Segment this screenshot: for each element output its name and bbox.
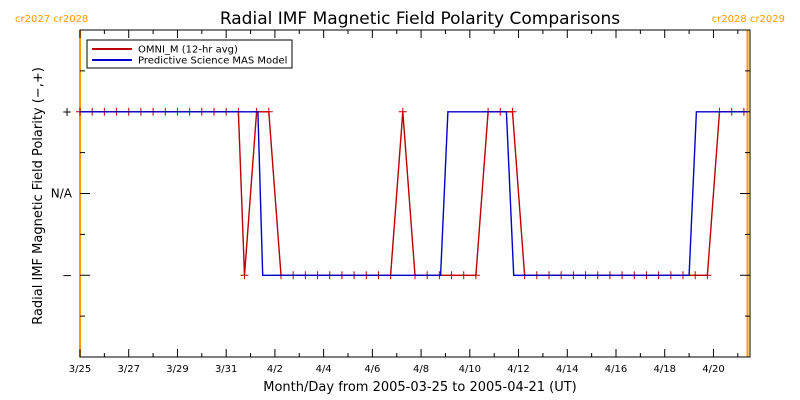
x-tick-label: 4/18 bbox=[653, 364, 675, 375]
legend-entry-label: OMNI_M (12-hr avg) bbox=[138, 45, 238, 56]
cr-labels-left: cr2027 cr2028 bbox=[15, 14, 88, 25]
omni-data-point bbox=[240, 271, 249, 280]
omni-data-point bbox=[508, 107, 517, 116]
y-axis-label: Radial IMF Magnetic Field Polarity (−,+) bbox=[31, 67, 46, 325]
chart-title: Radial IMF Magnetic Field Polarity Compa… bbox=[220, 9, 620, 29]
omni-data-point bbox=[691, 271, 700, 280]
carrington-boundaries bbox=[79, 30, 749, 357]
y-tick-label: N/A bbox=[51, 187, 73, 201]
omni-data-point bbox=[398, 107, 407, 116]
x-tick-label: 4/10 bbox=[459, 364, 481, 375]
cr-labels-right: cr2028 cr2029 bbox=[712, 14, 785, 25]
y-tick-label: + bbox=[62, 105, 72, 119]
omni-data-point bbox=[447, 271, 456, 280]
omni-data-point bbox=[264, 107, 273, 116]
x-tick-label: 4/20 bbox=[702, 364, 724, 375]
series-group bbox=[80, 111, 748, 276]
x-tick-label: 3/27 bbox=[117, 364, 139, 375]
x-tick-label: 4/8 bbox=[413, 364, 429, 375]
omni-data-point bbox=[703, 271, 712, 280]
x-tick-label: 4/12 bbox=[507, 364, 529, 375]
series-layer bbox=[76, 107, 748, 280]
x-axis-label: Month/Day from 2005-03-25 to 2005-04-21 … bbox=[263, 380, 576, 395]
x-tick-label: 3/25 bbox=[69, 364, 91, 375]
legend-entry-label: Predictive Science MAS Model bbox=[138, 56, 287, 67]
x-tick-label: 4/16 bbox=[605, 364, 627, 375]
plot-frame bbox=[79, 29, 751, 358]
omni-series-line bbox=[80, 111, 744, 276]
omni-data-point bbox=[471, 271, 480, 280]
legend: OMNI_M (12-hr avg)Predictive Science MAS… bbox=[86, 39, 293, 69]
legend-box bbox=[86, 39, 293, 69]
x-tick-label: 4/14 bbox=[556, 364, 578, 375]
x-tick-label: 4/4 bbox=[316, 364, 332, 375]
y-tick-label: − bbox=[62, 268, 72, 282]
x-tick-label: 3/31 bbox=[215, 364, 237, 375]
mas-series-line bbox=[80, 111, 748, 276]
omni-data-point bbox=[459, 271, 468, 280]
plot-border bbox=[79, 29, 751, 358]
x-tick-label: 4/2 bbox=[267, 364, 283, 375]
x-tick-label: 3/29 bbox=[166, 364, 188, 375]
x-tick-label: 4/6 bbox=[364, 364, 380, 375]
y-axis-ticks: + N/A − bbox=[51, 29, 750, 358]
series-group bbox=[76, 107, 748, 280]
x-axis-ticks: 3/25 3/27 3/29 3/31 4/2 4/4 4/6 4/8 4/10 4/12 4/14… bbox=[69, 30, 739, 375]
